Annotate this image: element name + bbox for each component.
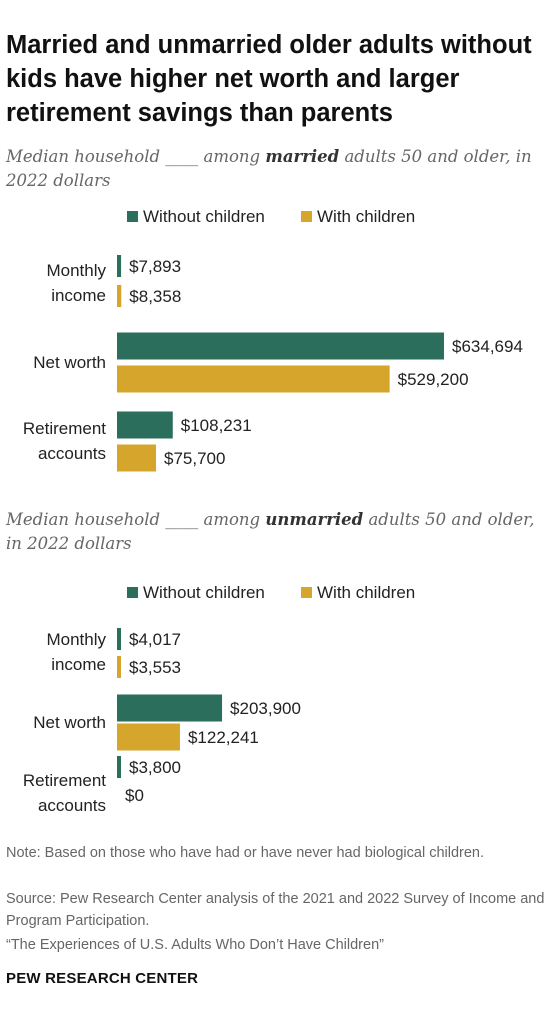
unmarried-subtitle-post: adults 50 and older, in 2022 dollars: [6, 510, 535, 553]
unmarried-subtitle: Median household ____ among unmarried ad…: [6, 508, 546, 556]
married-legend-with: With children: [301, 206, 415, 228]
unmarried-category-monthly-income: Monthly income: [46, 630, 106, 674]
bar-unmarried-0-without-children: [117, 628, 121, 650]
value-label-unmarried-2-without-children: $3,800: [129, 758, 181, 777]
married-subtitle-bold: married: [265, 147, 340, 166]
value-label-unmarried-2-with-children: $0: [125, 786, 144, 805]
legend-swatch-without: [127, 587, 138, 598]
bar-unmarried-0-with-children: [117, 656, 121, 678]
unmarried-subtitle-pre: Median household ____ among: [6, 510, 266, 529]
unmarried-subtitle-bold: unmarried: [265, 510, 364, 529]
married-category-retirement-accounts: Retirement accounts: [22, 419, 106, 463]
unmarried-category-net-worth: Net worth: [33, 713, 106, 732]
married-legend-without: Without children: [127, 206, 265, 228]
married-legend: Without children With children: [0, 206, 552, 228]
married-category-net-worth: Net worth: [33, 353, 106, 372]
source-text: Source: Pew Research Center analysis of …: [6, 891, 545, 929]
married-subtitle-post: adults 50 and older, in 2022 dollars: [6, 147, 532, 190]
legend-swatch-with: [301, 211, 312, 222]
married-bar-chart: $7,893 $8,358 $634,694 $529,200 $108,231 $75,…: [117, 255, 523, 472]
married-subtitle-pre: Median household ____ among: [6, 147, 266, 166]
value-label-married-1-without-children: $634,694: [452, 337, 523, 356]
legend-swatch-without: [127, 211, 138, 222]
married-legend-with-label: With children: [317, 207, 416, 226]
unmarried-legend: Without children With children: [0, 582, 552, 604]
value-label-married-2-with-children: $75,700: [164, 449, 225, 468]
married-subtitle: Median household ____ among married adul…: [6, 145, 546, 193]
legend-swatch-with: [301, 587, 312, 598]
bar-married-1-without-children: [117, 332, 444, 360]
value-label-married-1-with-children: $529,200: [398, 370, 469, 389]
bar-unmarried-1-with-children: [117, 723, 180, 751]
note-text: Note: Based on those who have had or hav…: [6, 845, 485, 861]
bar-married-1-with-children: [117, 365, 390, 393]
bar-unmarried-1-without-children: [117, 694, 223, 722]
report-title-text: “The Experiences of U.S. Adults Who Don’…: [6, 937, 384, 953]
married-legend-without-label: Without children: [143, 207, 265, 226]
value-label-unmarried-0-with-children: $3,553: [129, 658, 181, 677]
chart-title: Married and unmarried older adults witho…: [6, 31, 532, 127]
unmarried-legend-with-label: With children: [317, 583, 416, 602]
unmarried-legend-with: With children: [301, 582, 415, 604]
footer-brand: PEW RESEARCH CENTER: [6, 970, 199, 987]
bar-married-0-without-children: [117, 255, 122, 277]
bar-married-2-with-children: [117, 444, 157, 472]
value-label-unmarried-1-without-children: $203,900: [230, 699, 301, 718]
unmarried-bar-chart: $4,017 $3,553 $203,900 $122,241 $3,800 $0: [117, 628, 301, 805]
unmarried-category-retirement-accounts: Retirement accounts: [22, 771, 106, 815]
value-label-unmarried-1-with-children: $122,241: [188, 728, 259, 747]
unmarried-legend-without: Without children: [127, 582, 265, 604]
bar-unmarried-2-without-children: [117, 756, 121, 778]
unmarried-legend-without-label: Without children: [143, 583, 265, 602]
bar-married-2-without-children: [117, 411, 173, 439]
value-label-married-0-without-children: $7,893: [129, 257, 181, 276]
bar-married-0-with-children: [117, 285, 122, 307]
value-label-unmarried-0-without-children: $4,017: [129, 630, 181, 649]
married-category-monthly-income: Monthly income: [46, 261, 106, 305]
value-label-married-2-without-children: $108,231: [181, 416, 252, 435]
value-label-married-0-with-children: $8,358: [129, 287, 181, 306]
